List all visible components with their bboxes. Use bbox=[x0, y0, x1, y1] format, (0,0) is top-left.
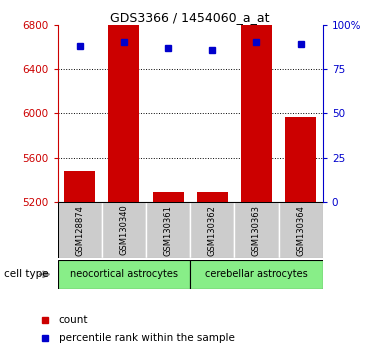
Bar bbox=[108, 23, 139, 202]
Bar bbox=[241, 23, 272, 202]
Bar bbox=[285, 116, 316, 202]
Text: percentile rank within the sample: percentile rank within the sample bbox=[59, 333, 235, 343]
Bar bbox=[146, 202, 190, 258]
Bar bbox=[58, 260, 190, 289]
Text: GSM130364: GSM130364 bbox=[296, 205, 305, 256]
Text: GSM130362: GSM130362 bbox=[208, 205, 217, 256]
Text: GSM130361: GSM130361 bbox=[164, 205, 173, 256]
Title: GDS3366 / 1454060_a_at: GDS3366 / 1454060_a_at bbox=[111, 11, 270, 24]
Text: GSM130340: GSM130340 bbox=[119, 205, 128, 256]
Bar bbox=[102, 202, 146, 258]
Text: cell type: cell type bbox=[4, 269, 48, 279]
Bar bbox=[279, 202, 323, 258]
Text: cerebellar astrocytes: cerebellar astrocytes bbox=[205, 269, 308, 279]
Bar bbox=[197, 192, 228, 202]
Text: GSM128874: GSM128874 bbox=[75, 205, 84, 256]
Text: neocortical astrocytes: neocortical astrocytes bbox=[70, 269, 178, 279]
Bar bbox=[234, 202, 279, 258]
Bar bbox=[152, 192, 184, 202]
Text: GSM130363: GSM130363 bbox=[252, 205, 261, 256]
Bar bbox=[190, 260, 323, 289]
Bar bbox=[64, 171, 95, 202]
Text: count: count bbox=[59, 315, 88, 325]
Bar bbox=[58, 202, 102, 258]
Bar bbox=[190, 202, 234, 258]
